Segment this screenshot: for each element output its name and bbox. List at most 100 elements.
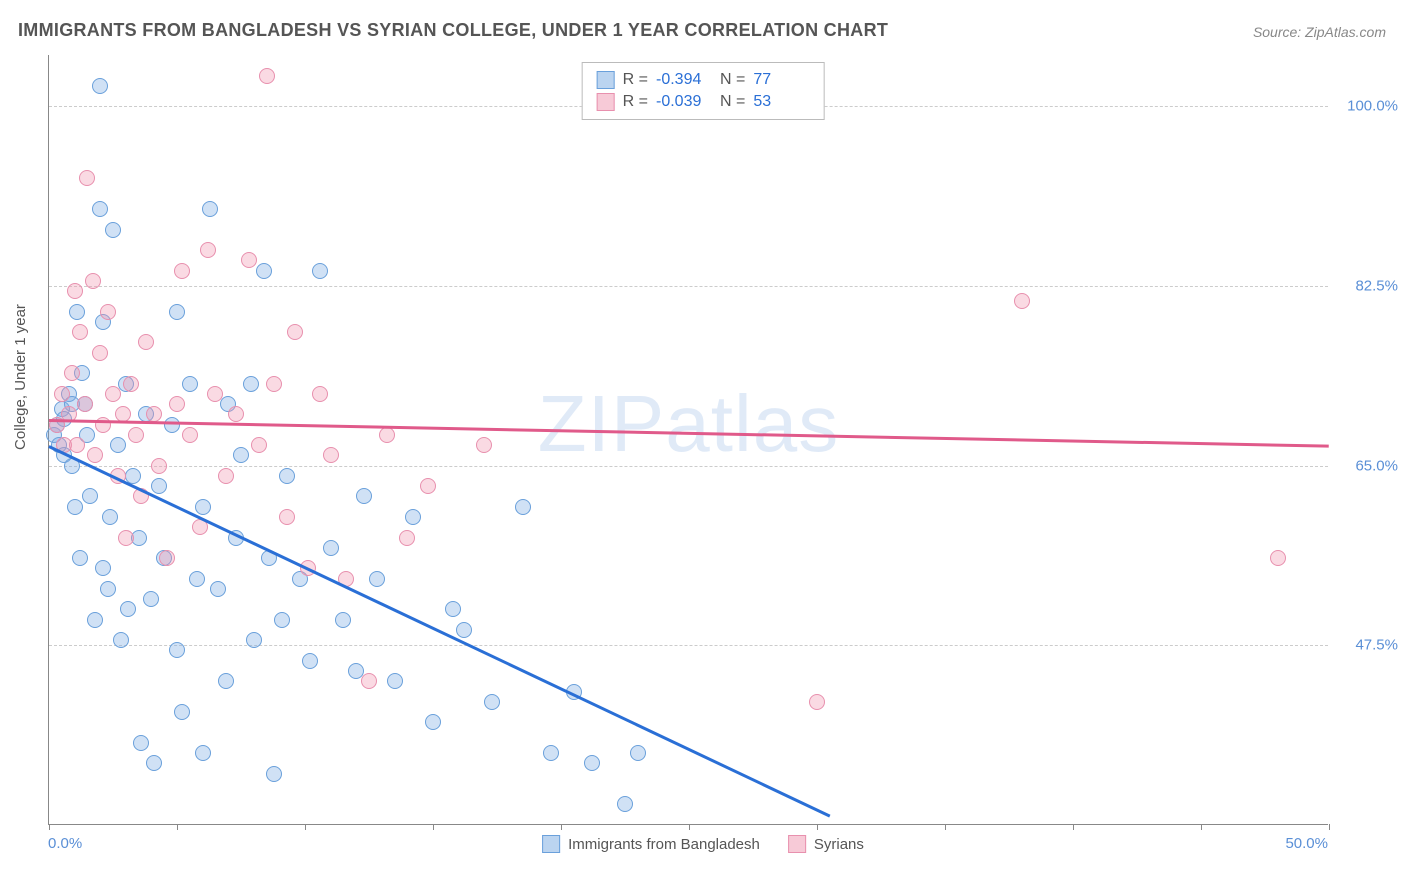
data-point — [200, 242, 216, 258]
data-point — [151, 478, 167, 494]
data-point — [195, 499, 211, 515]
data-point — [182, 376, 198, 392]
data-point — [323, 540, 339, 556]
data-point — [72, 324, 88, 340]
data-point — [210, 581, 226, 597]
data-point — [120, 601, 136, 617]
data-point — [174, 263, 190, 279]
data-point — [302, 653, 318, 669]
data-point — [189, 571, 205, 587]
data-point — [228, 406, 244, 422]
data-point — [77, 396, 93, 412]
data-point — [241, 252, 257, 268]
data-point — [420, 478, 436, 494]
data-point — [105, 222, 121, 238]
data-point — [92, 78, 108, 94]
data-point — [361, 673, 377, 689]
trend-line — [49, 419, 1329, 447]
x-tick — [177, 824, 178, 830]
data-point — [379, 427, 395, 443]
data-point — [133, 735, 149, 751]
data-point — [312, 263, 328, 279]
data-point — [1014, 293, 1030, 309]
stats-row: R =-0.039N =53 — [597, 91, 810, 113]
source-attribution: Source: ZipAtlas.com — [1253, 24, 1386, 40]
legend-swatch — [597, 71, 615, 89]
data-point — [123, 376, 139, 392]
plot-area: ZIPatlas 47.5%65.0%82.5%100.0% — [48, 55, 1328, 825]
data-point — [54, 386, 70, 402]
legend-label: Syrians — [814, 836, 864, 853]
x-tick — [945, 824, 946, 830]
data-point — [584, 755, 600, 771]
data-point — [456, 622, 472, 638]
gridline — [49, 286, 1328, 287]
data-point — [218, 468, 234, 484]
data-point — [82, 488, 98, 504]
data-point — [146, 755, 162, 771]
x-tick — [305, 824, 306, 830]
data-point — [387, 673, 403, 689]
data-point — [266, 376, 282, 392]
data-point — [279, 468, 295, 484]
data-point — [174, 704, 190, 720]
data-point — [266, 766, 282, 782]
chart-title: IMMIGRANTS FROM BANGLADESH VS SYRIAN COL… — [18, 20, 888, 41]
data-point — [169, 304, 185, 320]
data-point — [369, 571, 385, 587]
data-point — [630, 745, 646, 761]
data-point — [118, 530, 134, 546]
legend-swatch — [788, 835, 806, 853]
data-point — [425, 714, 441, 730]
data-point — [259, 68, 275, 84]
legend-label: Immigrants from Bangladesh — [568, 836, 760, 853]
gridline — [49, 645, 1328, 646]
r-label: R = — [623, 93, 648, 111]
data-point — [405, 509, 421, 525]
n-label: N = — [720, 71, 745, 89]
legend-item: Immigrants from Bangladesh — [542, 835, 760, 853]
data-point — [287, 324, 303, 340]
data-point — [143, 591, 159, 607]
source-label: Source: — [1253, 24, 1301, 40]
data-point — [182, 427, 198, 443]
data-point — [251, 437, 267, 453]
data-point — [159, 550, 175, 566]
gridline — [49, 466, 1328, 467]
r-value: -0.039 — [656, 93, 712, 111]
r-value: -0.394 — [656, 71, 712, 89]
data-point — [105, 386, 121, 402]
y-tick-label: 100.0% — [1338, 98, 1398, 115]
data-point — [64, 365, 80, 381]
data-point — [69, 304, 85, 320]
data-point — [617, 796, 633, 812]
data-point — [85, 273, 101, 289]
y-tick-label: 65.0% — [1338, 457, 1398, 474]
data-point — [809, 694, 825, 710]
data-point — [87, 612, 103, 628]
data-point — [69, 437, 85, 453]
legend-swatch — [597, 93, 615, 111]
data-point — [92, 345, 108, 361]
source-name: ZipAtlas.com — [1305, 24, 1386, 40]
data-point — [67, 499, 83, 515]
data-point — [356, 488, 372, 504]
watermark-text: ZIPatlas — [538, 378, 839, 470]
x-tick — [433, 824, 434, 830]
legend-swatch — [542, 835, 560, 853]
data-point — [279, 509, 295, 525]
data-point — [233, 447, 249, 463]
data-point — [399, 530, 415, 546]
series-legend: Immigrants from Bangladesh Syrians — [542, 835, 864, 853]
x-axis-max-label: 50.0% — [1285, 835, 1328, 852]
data-point — [100, 304, 116, 320]
data-point — [151, 458, 167, 474]
data-point — [113, 632, 129, 648]
trend-line — [48, 445, 830, 817]
data-point — [445, 601, 461, 617]
y-tick-label: 47.5% — [1338, 637, 1398, 654]
data-point — [476, 437, 492, 453]
data-point — [102, 509, 118, 525]
data-point — [146, 406, 162, 422]
data-point — [195, 745, 211, 761]
